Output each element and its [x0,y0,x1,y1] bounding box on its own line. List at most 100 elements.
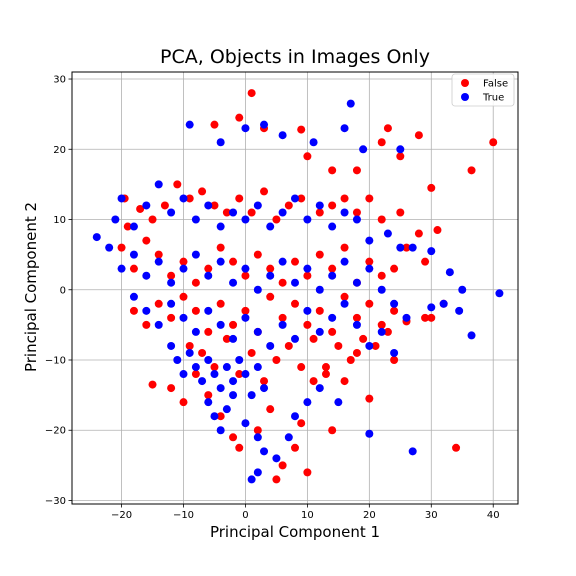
x-tick-label: 30 [425,510,438,521]
scatter-point-false [303,320,312,329]
scatter-point-false [390,306,399,315]
scatter-point-false [340,377,349,386]
scatter-point-true [365,429,374,438]
scatter-point-true [291,194,299,203]
scatter-point-true [408,243,417,252]
scatter-point-false [198,187,207,196]
scatter-point-false [377,215,386,224]
scatter-point-false [247,89,256,98]
scatter-point-false [377,138,386,147]
scatter-point-false [467,166,476,175]
scatter-point-false [390,264,399,273]
scatter-point-false [297,419,306,428]
scatter-point-true [427,247,436,256]
scatter-point-false [229,257,238,266]
scatter-point-true [365,264,374,273]
scatter-point-true [204,271,213,280]
y-axis-title: Principal Component 2 [22,202,40,372]
scatter-point-false [142,236,151,245]
scatter-point-false [216,243,225,252]
scatter-point-false [229,320,238,329]
scatter-point-false [284,201,293,210]
scatter-point-true [167,341,176,350]
scatter-point-false [266,264,275,273]
scatter-point-true [439,299,448,308]
scatter-point-true [173,356,182,364]
scatter-point-true [352,215,361,224]
scatter-point-false [352,348,361,357]
scatter-point-true [216,138,225,147]
scatter-point-false [291,299,299,308]
scatter-point-false [303,152,312,161]
scatter-point-true [328,313,337,322]
scatter-point-false [352,313,361,322]
scatter-point-true [253,363,262,372]
scatter-point-false [210,120,219,129]
scatter-point-false [272,215,281,224]
scatter-point-true [216,384,225,393]
scatter-point-true [278,320,287,329]
scatter-point-false [328,201,337,210]
scatter-point-false [390,356,399,364]
scatter-point-false [241,306,250,315]
scatter-point-false [297,363,306,372]
y-tick-label: −20 [45,426,66,437]
scatter-point-true [105,243,114,252]
scatter-point-false [167,313,176,322]
grid-lines [72,72,518,504]
x-tick-label: 20 [363,510,376,521]
scatter-point-true [455,306,464,315]
scatter-point-true [229,377,238,386]
scatter-point-true [266,271,275,280]
scatter-point-false [266,405,275,414]
x-tick-label: 40 [487,510,500,521]
legend: False True [451,73,515,107]
scatter-point-true [346,99,355,108]
scatter-point-true [129,222,138,231]
scatter-point-false [359,334,368,343]
scatter-point-false [383,327,392,336]
y-tick-label: 0 [60,285,66,296]
scatter-point-false [229,433,238,442]
scatter-point-false [402,243,411,252]
scatter-point-false [315,306,324,315]
scatter-point-true [210,370,219,379]
plot-area-frame [71,71,519,505]
scatter-point-false [396,208,405,217]
scatter-point-false [117,243,126,252]
scatter-point-true [303,215,312,224]
scatter-point-true [229,208,238,217]
scatter-point-true [167,208,176,217]
scatter-point-false [297,194,306,203]
scatter-point-true [253,201,262,210]
scatter-point-true [396,145,405,154]
chart-title: PCA, Objects in Images Only [160,46,430,68]
scatter-point-false [414,229,423,238]
scatter-point-false [328,264,337,273]
scatter-point-true [185,120,194,129]
scatter-point-true [377,327,386,336]
scatter-point-false [489,138,498,147]
scatter-point-false [253,426,262,435]
scatter-point-true [334,398,343,407]
scatter-point-true [278,257,287,266]
scatter-point-false [260,377,269,386]
scatter-point-false [377,320,386,329]
y-tick-label: 10 [53,215,66,226]
scatter-point-true [191,363,200,372]
scatter-point-false [204,264,213,273]
legend-label-true: True [482,93,504,104]
scatter-point-true [396,243,405,252]
scatter-point-true [204,201,213,210]
scatter-point-true [467,331,476,340]
scatter-point-true [328,271,337,280]
scatter-point-false [427,313,436,322]
scatter-point-false [247,348,256,357]
scatter-point-true [216,257,225,266]
scatter-point-true [340,299,349,308]
scatter-point-false [452,443,461,452]
legend-marker-true [461,93,469,101]
scatter-point-false [222,208,231,217]
scatter-point-false [179,292,188,301]
scatter-point-false [160,201,169,210]
